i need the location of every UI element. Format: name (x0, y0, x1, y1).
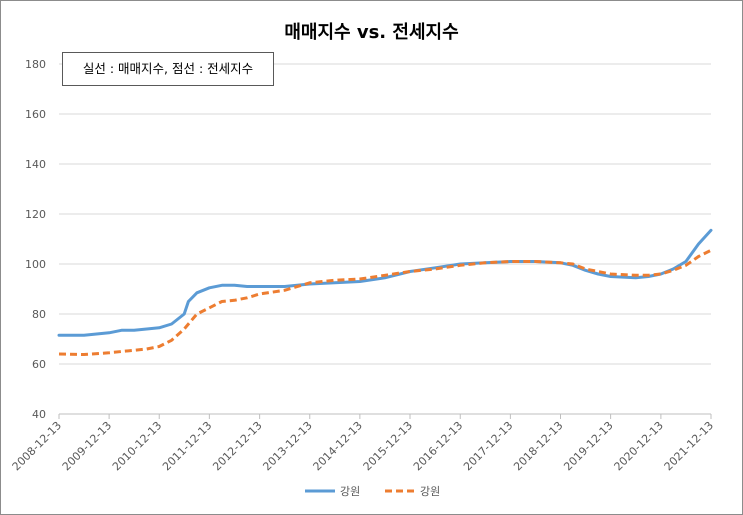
x-tick-label: 2017-12-13 (461, 419, 515, 473)
chart-title: 매매지수 vs. 전세지수 (284, 22, 459, 43)
y-tick-label: 120 (25, 208, 46, 221)
x-tick-label: 2012-12-13 (210, 419, 264, 473)
series-line-solid (57, 228, 713, 337)
x-tick-label: 2008-12-13 (10, 419, 64, 473)
y-tick-label: 180 (25, 58, 46, 71)
y-tick-label: 140 (25, 158, 46, 171)
y-tick-label: 160 (25, 108, 46, 121)
series-line-dashed (58, 248, 712, 356)
x-tick-label: 2019-12-13 (561, 419, 615, 473)
y-tick-label: 40 (32, 408, 46, 421)
x-tick-label: 2009-12-13 (60, 419, 114, 473)
x-tick-label: 2016-12-13 (411, 419, 465, 473)
legend-label: 강원 (340, 485, 360, 498)
chart-annotation: 실선 : 매매지수, 점선 : 전세지수 (62, 52, 274, 86)
x-tick-label: 2021-12-13 (662, 419, 716, 473)
x-tick-label: 2018-12-13 (511, 419, 565, 473)
x-tick-label: 2013-12-13 (260, 419, 314, 473)
legend-label: 강원 (420, 485, 440, 498)
x-tick-label: 2011-12-13 (160, 419, 214, 473)
x-tick-label: 2020-12-13 (612, 419, 666, 473)
x-tick-label: 2014-12-13 (311, 419, 365, 473)
x-tick-label: 2015-12-13 (361, 419, 415, 473)
x-tick-label: 2010-12-13 (110, 419, 164, 473)
y-tick-label: 100 (25, 258, 46, 271)
y-tick-label: 80 (32, 308, 46, 321)
y-tick-label: 60 (32, 358, 46, 371)
